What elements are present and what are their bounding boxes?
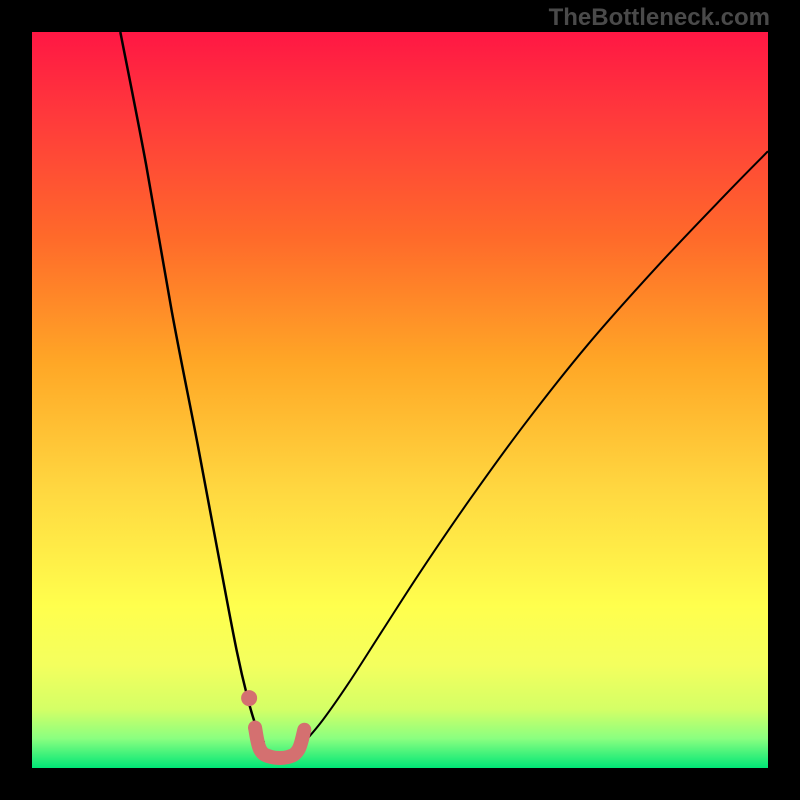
valley-marker-path [255,728,304,758]
left-curve [120,32,264,742]
chart-container: TheBottleneck.com [0,0,800,800]
curve-layer [32,32,768,768]
valley-marker-dot [241,690,257,706]
plot-area [32,32,768,768]
right-curve [304,151,768,742]
watermark-text: TheBottleneck.com [549,4,770,32]
